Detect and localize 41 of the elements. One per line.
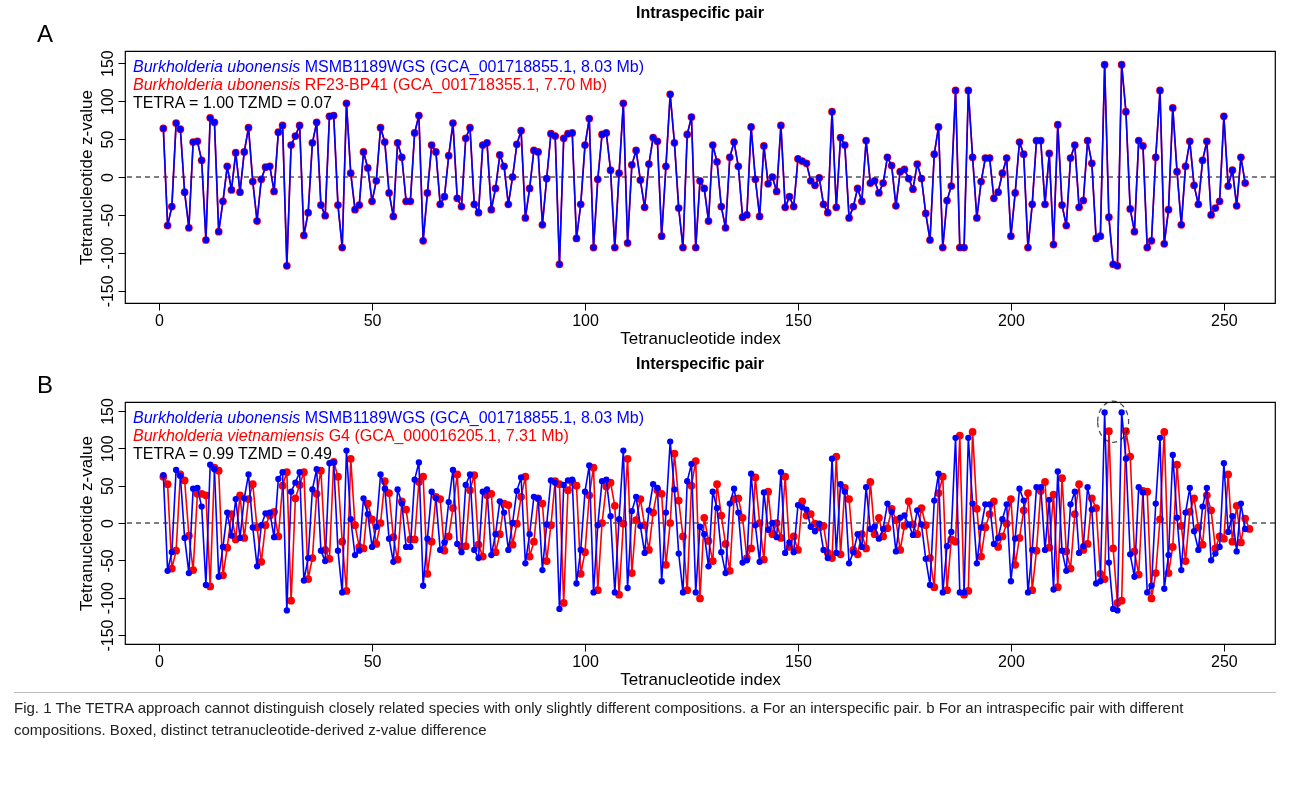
y-tick-label: -150 xyxy=(98,619,116,652)
x-tick-label: 250 xyxy=(1211,311,1238,329)
y-tick-label: 150 xyxy=(98,398,116,425)
x-axis-title: Tetranucleotide index xyxy=(620,669,782,689)
series-label: Burkholderia ubonensis MSMB1189WGS (GCA_001718855.1, 8.03 Mb) xyxy=(133,409,645,427)
x-tick-label: 150 xyxy=(785,652,812,670)
y-axis-title: Tetranucleotide z-value xyxy=(76,90,96,265)
x-axis-title: Tetranucleotide index xyxy=(620,328,782,348)
x-tick-label: 150 xyxy=(785,311,812,329)
y-tick-label: 0 xyxy=(98,172,116,182)
text: B xyxy=(37,371,54,398)
y-tick-label: -100 xyxy=(98,582,116,615)
x-tick-label: 250 xyxy=(1211,652,1238,670)
y-tick-label: -50 xyxy=(98,549,116,573)
y-tick-label: -150 xyxy=(98,275,116,308)
text: A xyxy=(37,20,54,47)
y-tick-label: 100 xyxy=(98,88,116,115)
y-tick-label: 50 xyxy=(98,130,116,149)
series-label: Burkholderia vietnamiensis G4 (GCA_000016205.1, 7.31 Mb) xyxy=(133,427,569,445)
caption: Fig. 1 The TETRA approach cannot distinguish closely related species with only slightly different compositions. a For an interspecific pair. b For an intraspecific pair with different compositions. Boxed, distinct tetranucleotide-derived z-value difference xyxy=(14,692,1276,741)
x-tick-label: 0 xyxy=(155,652,165,670)
x-tick-label: 200 xyxy=(998,652,1025,670)
y-tick-label: -50 xyxy=(98,203,116,228)
chart-title: Interspecific pair xyxy=(635,355,765,372)
x-tick-label: 0 xyxy=(155,311,165,329)
x-tick-label: 100 xyxy=(572,652,599,670)
x-tick-label: 50 xyxy=(363,311,382,329)
annotation: TETRA = 1.00 TZMD = 0.07 xyxy=(133,94,332,111)
x-tick-label: 50 xyxy=(363,652,382,670)
series-label: Burkholderia ubonensis MSMB1189WGS (GCA_001718855.1, 8.03 Mb) xyxy=(133,58,645,76)
annotation: TETRA = 0.99 TZMD = 0.49 xyxy=(133,445,332,462)
x-tick-label: 100 xyxy=(572,311,599,329)
x-tick-label: 200 xyxy=(998,311,1025,329)
y-tick-label: 150 xyxy=(98,50,116,77)
y-tick-label: 0 xyxy=(98,518,116,528)
chart-title: Intraspecific pair xyxy=(635,4,765,21)
series-label: Burkholderia ubonensis RF23-BP41 (GCA_001718355.1, 7.70 Mb) xyxy=(133,76,608,94)
y-axis-title: Tetranucleotide z-value xyxy=(76,436,96,611)
y-tick-label: 50 xyxy=(98,477,116,496)
y-tick-label: 100 xyxy=(98,435,116,463)
y-tick-label: -100 xyxy=(98,237,116,270)
